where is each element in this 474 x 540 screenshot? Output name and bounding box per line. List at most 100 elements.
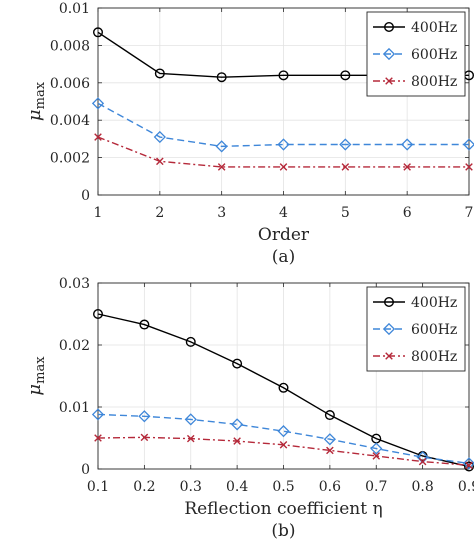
legend-label: 400Hz — [411, 20, 457, 36]
x-tick-label: 0.1 — [87, 479, 109, 495]
series-400hz — [92, 309, 474, 472]
y-tick-label: 0.02 — [59, 338, 90, 354]
y-tick-label: 0.006 — [50, 76, 90, 92]
y-axis-label-subscript: max — [33, 356, 48, 384]
panel-caption: (a) — [272, 247, 295, 267]
data-point — [465, 461, 473, 470]
legend: 400Hz 600Hz 800Hz — [366, 286, 466, 372]
legend-label: 400Hz — [411, 295, 457, 311]
series-line — [97, 313, 470, 468]
data-point — [323, 433, 336, 446]
data-point — [341, 163, 350, 171]
data-point — [153, 130, 166, 144]
y-axis-label-symbol: μ — [24, 384, 45, 396]
data-point — [340, 70, 351, 81]
data-point — [231, 418, 244, 431]
x-tick-label: 0.7 — [365, 479, 387, 495]
data-point — [418, 457, 427, 466]
y-axis-label-symbol: μ — [24, 109, 45, 121]
series-600hz — [91, 408, 474, 470]
x-tick-label: 2 — [155, 205, 164, 221]
data-point — [278, 70, 289, 81]
x-tick-label: 0.3 — [180, 479, 202, 495]
data-point — [215, 140, 228, 153]
legend-marker — [385, 352, 393, 360]
data-point — [324, 410, 335, 421]
y-axis-label: μmax — [24, 81, 48, 121]
data-point — [277, 138, 290, 151]
series-line — [97, 413, 470, 465]
x-axis-label: Reflection coefficient η — [184, 499, 382, 519]
data-point — [94, 133, 102, 141]
series-600hz — [91, 97, 474, 153]
x-tick-label: 0.6 — [319, 479, 341, 495]
data-point — [372, 452, 381, 460]
data-point — [154, 68, 165, 79]
x-axis-label: Order — [258, 225, 310, 245]
data-point — [91, 97, 105, 110]
y-tick-label: 0.03 — [59, 276, 90, 292]
chart-a: 1 2 3 4 5 6 7 0 0.002 0.004 0.006 0.008 0.01 Order μma… — [24, 1, 474, 267]
x-tick-label: 0.9 — [458, 479, 474, 495]
x-tick-label: 0.2 — [133, 479, 155, 495]
x-tick-label: 0.5 — [272, 479, 294, 495]
data-point — [401, 138, 414, 151]
x-tick-label: 5 — [341, 205, 350, 221]
x-tick-label: 4 — [279, 205, 288, 221]
data-point — [277, 425, 290, 438]
data-point — [279, 441, 288, 449]
data-point — [326, 446, 334, 455]
data-point — [140, 433, 149, 442]
data-point — [278, 382, 289, 393]
data-point — [339, 138, 352, 151]
legend-label: 800Hz — [411, 74, 457, 90]
data-point — [232, 358, 243, 369]
legend-marker — [382, 322, 396, 336]
legend-marker — [384, 22, 395, 33]
x-tick-label: 3 — [217, 205, 226, 221]
data-point — [462, 138, 474, 151]
y-axis-label-subscript: max — [33, 81, 48, 109]
data-point — [464, 461, 474, 472]
y-axis-label: μmax — [24, 356, 48, 396]
series-800hz — [94, 433, 473, 470]
legend-label: 600Hz — [411, 322, 457, 338]
legend-label: 800Hz — [411, 349, 457, 365]
x-tick-label: 0.4 — [226, 479, 248, 495]
legend-marker — [384, 297, 395, 308]
y-tick-label: 0.01 — [59, 1, 90, 17]
data-point — [94, 434, 102, 442]
data-point — [184, 413, 197, 426]
legend-label: 600Hz — [411, 47, 457, 63]
x-tick-label: 1 — [94, 205, 103, 221]
y-tick-label: 0 — [81, 462, 90, 478]
data-point — [465, 163, 473, 171]
data-point — [91, 408, 105, 421]
data-point — [186, 434, 195, 443]
data-point — [139, 319, 150, 330]
data-point — [217, 163, 226, 171]
data-point — [92, 309, 103, 320]
data-point — [216, 72, 227, 83]
data-point — [403, 163, 411, 171]
data-point — [233, 437, 241, 445]
data-point — [138, 410, 151, 423]
x-tick-label: 7 — [465, 205, 474, 221]
y-tick-label: 0.002 — [50, 151, 90, 167]
data-point — [185, 336, 196, 347]
data-point — [92, 27, 103, 38]
data-point — [370, 442, 383, 455]
series-800hz — [94, 133, 473, 171]
x-tick-label: 6 — [403, 205, 412, 221]
chart-b: 0.1 0.2 0.3 0.4 0.5 0.6 0.7 0.8 0.9 0 0.01 0.02 0.03… — [24, 276, 474, 540]
legend: 400Hz 600Hz 800Hz — [366, 11, 466, 97]
panel-caption: (b) — [271, 521, 295, 540]
y-tick-label: 0.01 — [59, 400, 90, 416]
legend-marker — [385, 77, 393, 85]
data-point — [279, 163, 288, 171]
x-tick-label: 0.8 — [411, 479, 433, 495]
legend-marker — [382, 47, 396, 61]
data-point — [462, 457, 474, 470]
data-point — [156, 157, 164, 166]
